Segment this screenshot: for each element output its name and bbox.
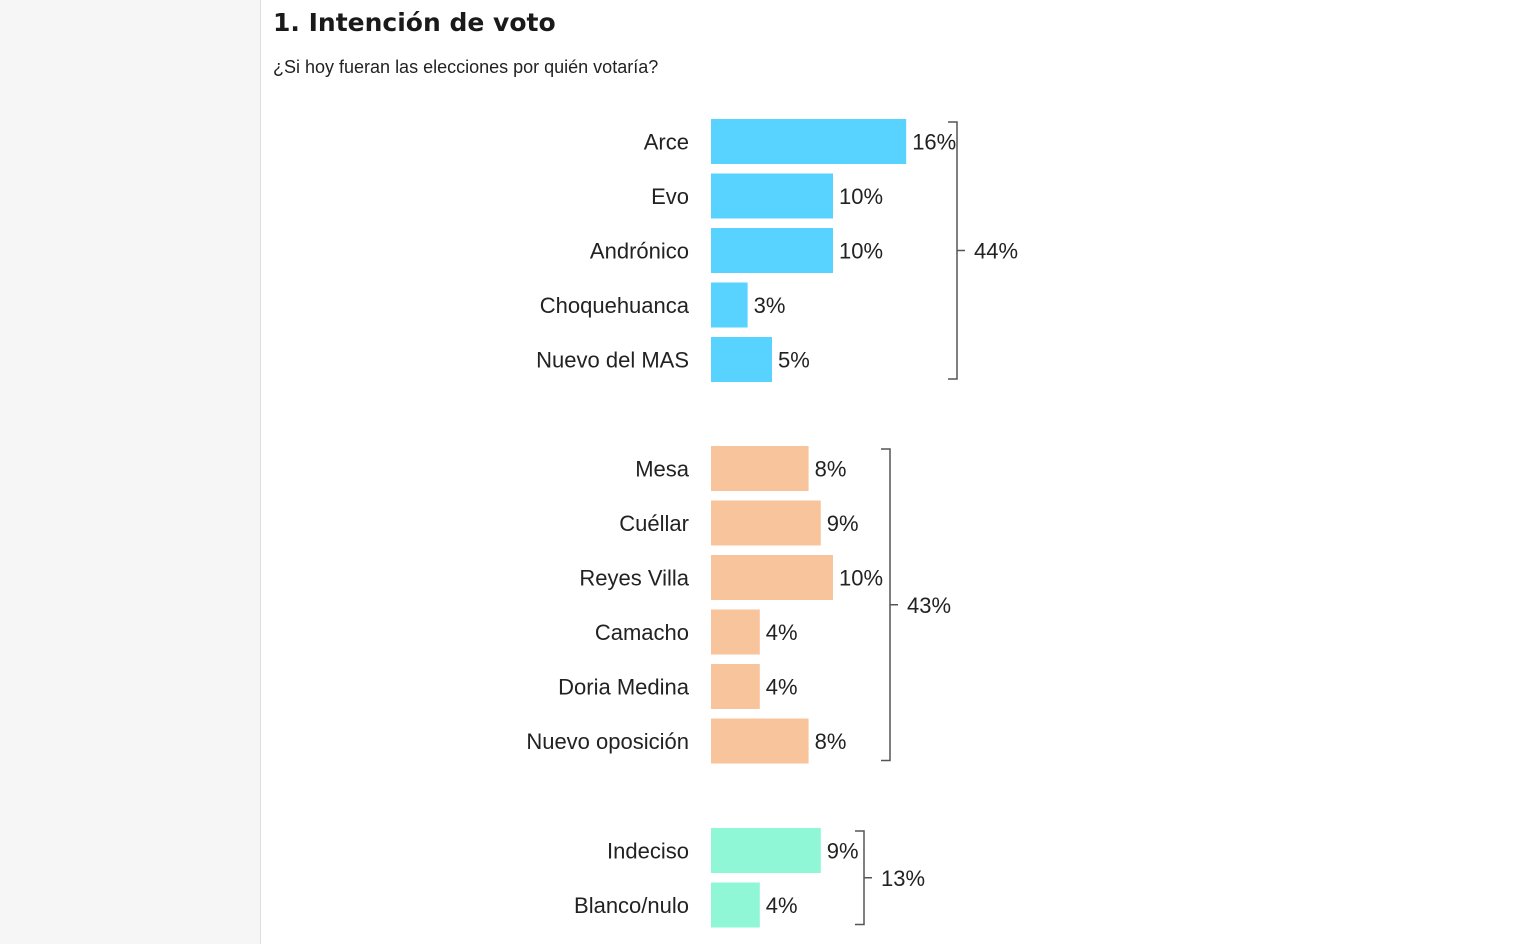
category-label: Arce bbox=[644, 130, 689, 155]
bar bbox=[711, 828, 821, 873]
value-label: 10% bbox=[839, 239, 883, 264]
value-label: 3% bbox=[754, 293, 786, 318]
group-total-label: 43% bbox=[907, 593, 951, 618]
group-total-label: 44% bbox=[974, 239, 1018, 264]
bar bbox=[711, 555, 833, 600]
category-label: Blanco/nulo bbox=[574, 893, 689, 918]
category-label: Cuéllar bbox=[619, 511, 689, 536]
category-label: Evo bbox=[651, 184, 689, 209]
value-label: 4% bbox=[766, 893, 798, 918]
bar bbox=[711, 119, 907, 164]
bar bbox=[711, 718, 809, 764]
category-label: Choquehuanca bbox=[540, 293, 690, 318]
value-label: 8% bbox=[815, 457, 847, 482]
bar bbox=[711, 882, 760, 928]
category-label: Nuevo del MAS bbox=[536, 348, 689, 373]
value-label: 5% bbox=[778, 348, 810, 373]
bar bbox=[711, 664, 760, 709]
category-label: Doria Medina bbox=[558, 675, 690, 700]
value-label: 9% bbox=[827, 839, 859, 864]
category-label: Mesa bbox=[635, 457, 690, 482]
bar bbox=[711, 337, 772, 382]
category-label: Reyes Villa bbox=[579, 566, 689, 591]
bar bbox=[711, 173, 833, 219]
left-margin-strip bbox=[0, 0, 261, 944]
group-bracket bbox=[881, 448, 891, 762]
bar bbox=[711, 228, 833, 273]
section-title: 1. Intención de voto bbox=[273, 8, 556, 37]
category-label: Indeciso bbox=[607, 839, 689, 864]
category-label: Camacho bbox=[595, 620, 689, 645]
bar bbox=[711, 609, 760, 655]
value-label: 4% bbox=[766, 675, 798, 700]
value-label: 10% bbox=[839, 184, 883, 209]
bar bbox=[711, 282, 748, 328]
value-label: 9% bbox=[827, 511, 859, 536]
category-label: Andrónico bbox=[590, 239, 689, 264]
value-label: 10% bbox=[839, 566, 883, 591]
bar bbox=[711, 500, 821, 546]
category-label: Nuevo oposición bbox=[526, 729, 689, 754]
value-label: 4% bbox=[766, 620, 798, 645]
group-total-label: 13% bbox=[881, 866, 925, 891]
value-label: 8% bbox=[815, 729, 847, 754]
value-label: 16% bbox=[912, 130, 956, 155]
group-bracket bbox=[948, 121, 958, 380]
bar bbox=[711, 446, 809, 491]
survey-question: ¿Si hoy fueran las elecciones por quién … bbox=[273, 57, 659, 77]
